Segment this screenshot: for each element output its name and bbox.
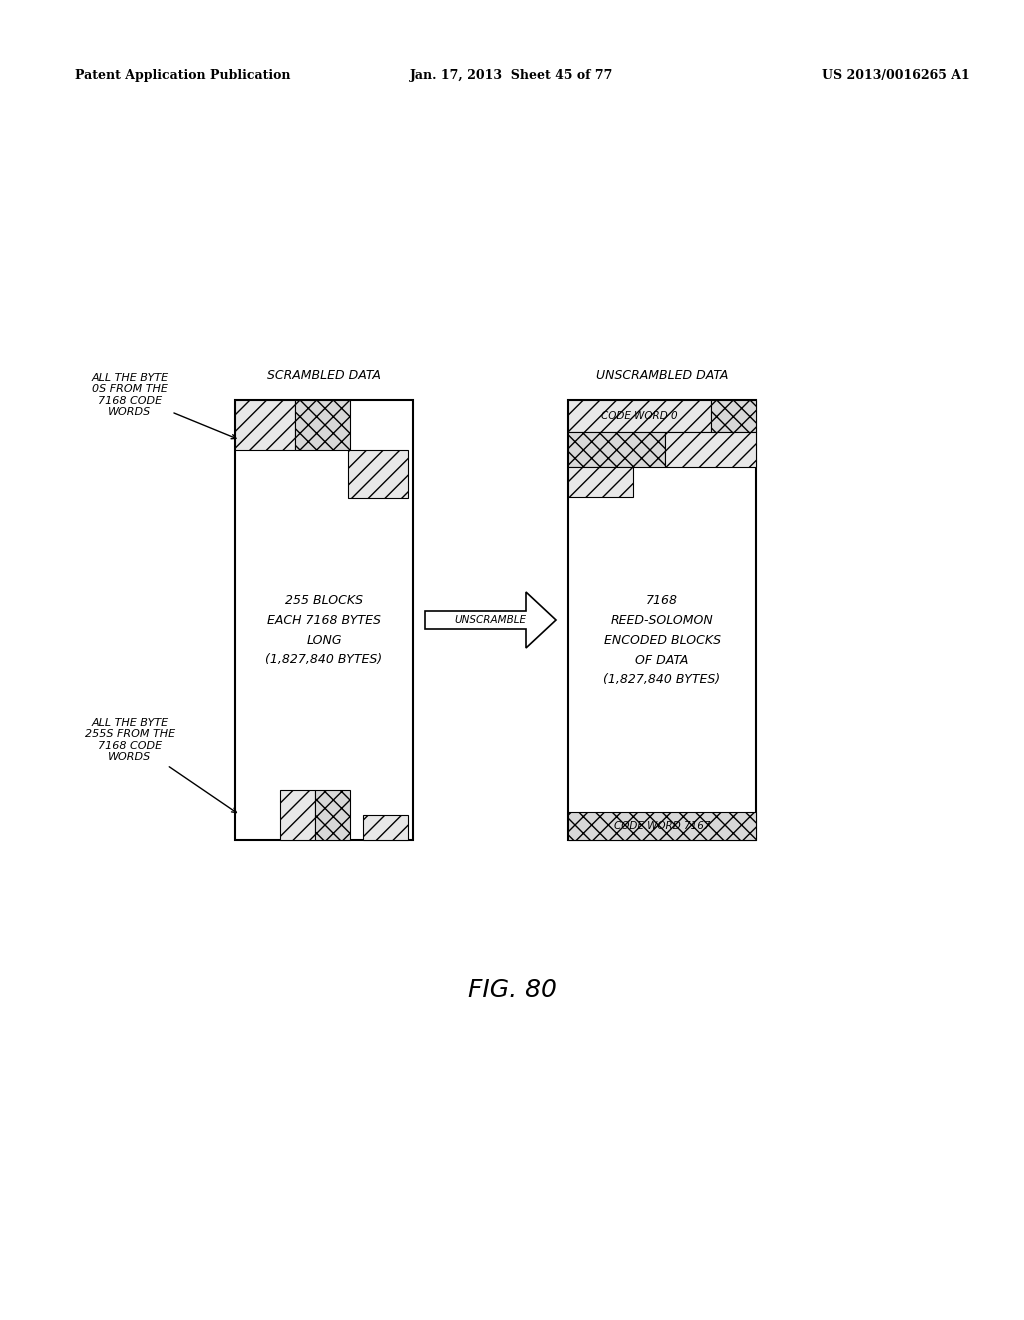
Bar (711, 400, 756, 432)
Bar (234, 400, 295, 450)
Bar (665, 432, 756, 467)
Bar (568, 467, 633, 498)
Text: Patent Application Publication: Patent Application Publication (75, 69, 291, 82)
Bar (348, 450, 408, 498)
Text: CODE WORD 0: CODE WORD 0 (601, 411, 678, 421)
Text: ALL THE BYTE
255S FROM THE
7168 CODE
WORDS: ALL THE BYTE 255S FROM THE 7168 CODE WOR… (85, 718, 237, 813)
Bar (568, 432, 665, 467)
Text: UNSCRAMBLED DATA: UNSCRAMBLED DATA (596, 370, 728, 381)
Bar (568, 812, 756, 840)
Bar (280, 789, 315, 840)
FancyArrow shape (425, 591, 556, 648)
Text: UNSCRAMBLE: UNSCRAMBLE (455, 615, 526, 624)
Bar (234, 400, 413, 840)
Text: SCRAMBLED DATA: SCRAMBLED DATA (267, 370, 381, 381)
Bar (362, 814, 408, 840)
Bar (568, 400, 711, 432)
Bar (568, 400, 756, 840)
Text: 7168
REED-SOLOMON
ENCODED BLOCKS
OF DATA
(1,827,840 BYTES): 7168 REED-SOLOMON ENCODED BLOCKS OF DATA… (603, 594, 721, 686)
Text: 255 BLOCKS
EACH 7168 BYTES
LONG
(1,827,840 BYTES): 255 BLOCKS EACH 7168 BYTES LONG (1,827,8… (265, 594, 383, 667)
Text: CODE WORD 7167: CODE WORD 7167 (613, 821, 711, 832)
Text: ALL THE BYTE
0S FROM THE
7168 CODE
WORDS: ALL THE BYTE 0S FROM THE 7168 CODE WORDS (91, 372, 236, 438)
Text: FIG. 80: FIG. 80 (468, 978, 556, 1002)
Bar (295, 400, 350, 450)
Text: Jan. 17, 2013  Sheet 45 of 77: Jan. 17, 2013 Sheet 45 of 77 (411, 69, 613, 82)
Bar (315, 789, 350, 840)
Text: US 2013/0016265 A1: US 2013/0016265 A1 (822, 69, 970, 82)
